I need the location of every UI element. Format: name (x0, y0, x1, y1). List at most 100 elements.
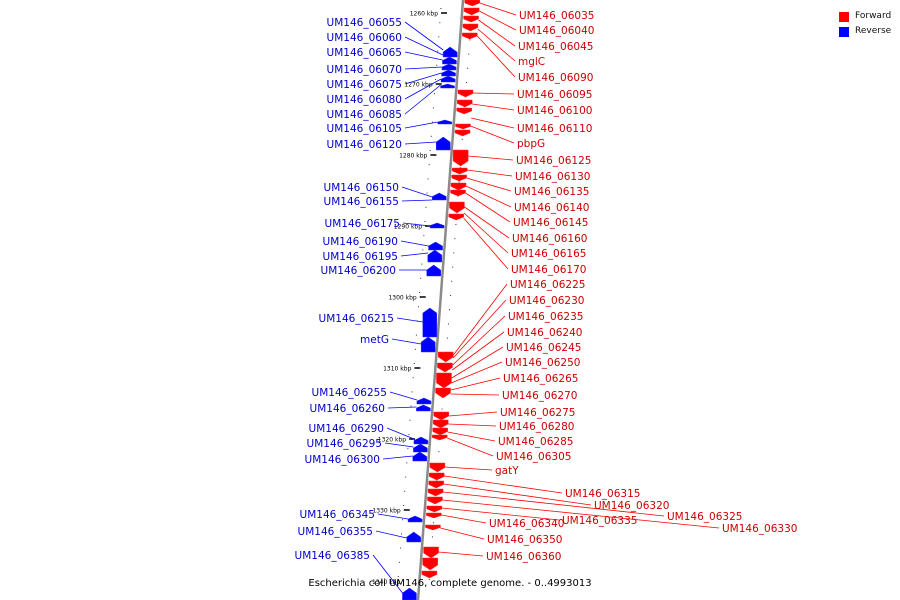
minor-tick (425, 206, 427, 208)
reverse-gene-leader (400, 240, 429, 247)
reverse-gene-label: UM146_06215 (319, 313, 394, 325)
reverse-gene-label: UM146_06155 (324, 196, 399, 208)
forward-gene-leader (451, 361, 503, 384)
forward-gene-label: UM146_06145 (513, 217, 588, 229)
forward-gene-leader (463, 212, 509, 254)
forward-gene-leader (466, 177, 512, 192)
legend-forward-label: Forward (855, 11, 892, 21)
reverse-gene-leader (387, 406, 417, 409)
forward-gene-leader (440, 527, 485, 540)
ruler-tick-label: 1290 kbp (394, 224, 422, 231)
forward-gene-block (462, 32, 478, 40)
forward-gene-label: UM146_06360 (486, 551, 561, 563)
forward-gene-block (435, 387, 451, 399)
reverse-gene-label: UM146_06290 (309, 423, 384, 435)
reverse-gene-label: UM146_06105 (327, 123, 402, 135)
forward-gene-leader (479, 2, 517, 16)
forward-gene-label: UM146_06130 (515, 171, 590, 183)
forward-gene-leader (451, 346, 504, 379)
minor-tick (428, 164, 430, 166)
forward-gene-label: UM146_06230 (509, 295, 584, 307)
forward-gene-label: UM146_06045 (518, 41, 593, 53)
reverse-gene-label: UM146_06260 (310, 403, 385, 415)
forward-gene-block (428, 480, 444, 489)
minor-tick (403, 505, 405, 506)
reverse-gene-leader (382, 455, 413, 460)
minor-tick (449, 309, 451, 311)
minor-tick (433, 522, 435, 524)
ruler-tick-label: 1330 kbp (372, 508, 400, 515)
minor-tick (438, 451, 440, 453)
forward-gene-leader (443, 483, 592, 506)
forward-gene-label: UM146_06040 (519, 25, 594, 37)
forward-gene-label: UM146_06170 (511, 264, 586, 276)
forward-gene-leader (442, 499, 720, 529)
reverse-gene-block (441, 69, 456, 77)
reverse-gene-label: UM146_06200 (321, 265, 396, 277)
forward-gene-label: UM146_06350 (487, 534, 562, 546)
forward-gene-label: UM146_06275 (500, 407, 575, 419)
forward-gene-leader (477, 35, 516, 78)
reverse-gene-label: UM146_06080 (327, 94, 402, 106)
forward-gene-label: UM146_06320 (594, 500, 669, 512)
forward-gene-label: UM146_06110 (517, 123, 592, 135)
forward-gene-block (429, 462, 446, 473)
forward-gene-label: UM146_06285 (498, 436, 573, 448)
reverse-gene-block (413, 443, 428, 453)
forward-gene-block (457, 89, 474, 98)
reverse-gene-block (407, 515, 423, 523)
forward-gene-label: UM146_06140 (514, 202, 589, 214)
forward-gene-leader (448, 423, 497, 427)
forward-gene-label: UM146_06305 (496, 451, 571, 463)
minor-tick (429, 150, 431, 151)
reverse-gene-label: UM146_06070 (327, 64, 402, 76)
ruler-tick-label: 1280 kbp (399, 153, 427, 160)
minor-tick (431, 536, 433, 538)
minor-tick (450, 295, 452, 296)
minor-tick (420, 277, 422, 279)
reverse-gene-leader (404, 141, 437, 145)
forward-gene-block (427, 496, 443, 505)
forward-gene-block (422, 557, 438, 571)
minor-tick (400, 533, 402, 535)
forward-gene-label: UM146_06330 (722, 523, 797, 535)
reverse-gene-label: UM146_06295 (307, 438, 382, 450)
reverse-gene-leader (404, 36, 444, 56)
forward-gene-label: UM146_06340 (489, 518, 564, 530)
forward-gene-leader (467, 169, 513, 177)
reverse-gene-label: UM146_06065 (327, 47, 402, 59)
reverse-gene-label: UM146_06150 (324, 182, 399, 194)
minor-tick (454, 238, 456, 240)
minor-tick (459, 167, 461, 169)
minor-tick (418, 306, 420, 308)
forward-gene-leader (478, 19, 516, 47)
forward-gene-leader (441, 507, 560, 521)
forward-gene-block (451, 174, 467, 182)
minor-tick (461, 138, 463, 140)
minor-tick (440, 8, 442, 9)
minor-tick (415, 334, 417, 336)
minor-tick (455, 224, 457, 225)
reverse-gene-leader (375, 530, 407, 539)
minor-tick (422, 249, 424, 251)
ruler-tick-label: 1300 kbp (388, 295, 416, 302)
reverse-gene-leader (404, 51, 443, 61)
minor-tick (432, 107, 434, 109)
forward-gene-leader (468, 155, 514, 161)
forward-gene-block (450, 189, 466, 197)
ruler-tick-label: 1270 kbp (404, 82, 432, 89)
forward-gene-leader (448, 411, 498, 417)
minor-tick (413, 363, 415, 364)
forward-gene-block (462, 23, 479, 32)
forward-gene-leader (471, 117, 515, 129)
reverse-gene-leader (400, 252, 429, 257)
forward-gene-leader (438, 551, 484, 557)
reverse-gene-block (428, 241, 443, 251)
reverse-gene-label: UM146_06255 (312, 387, 387, 399)
reverse-gene-leader (404, 72, 442, 85)
forward-gene-label: mglC (518, 56, 545, 68)
forward-gene-label: gatY (495, 465, 519, 477)
reverse-gene-label: UM146_06195 (323, 251, 398, 263)
reverse-gene-label: UM146_06345 (300, 509, 375, 521)
